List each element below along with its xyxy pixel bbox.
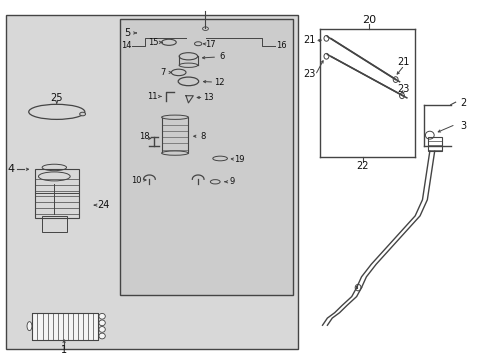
Text: 23: 23 [303,69,315,79]
Text: 7: 7 [160,68,165,77]
Bar [161,117,188,153]
Text: 21: 21 [396,57,408,67]
Text: 1: 1 [61,345,67,355]
Text: 24: 24 [97,200,109,210]
Text: 20: 20 [361,15,375,26]
Text: 8: 8 [200,132,205,141]
Text: 19: 19 [234,155,244,164]
Text: 9: 9 [229,177,234,186]
Ellipse shape [161,151,188,155]
Text: 21: 21 [303,35,315,45]
Text: 2: 2 [459,98,465,108]
Ellipse shape [179,63,197,67]
Text: 13: 13 [202,93,213,102]
Text: 14: 14 [121,41,131,50]
Text: 10: 10 [131,176,141,185]
Ellipse shape [27,321,32,330]
Text: 5: 5 [124,28,130,38]
Text: 23: 23 [396,84,408,94]
Ellipse shape [99,327,105,332]
Ellipse shape [80,112,85,116]
Ellipse shape [99,314,105,319]
Text: 17: 17 [204,40,215,49]
Bar [120,19,293,295]
Text: 6: 6 [220,53,225,62]
Bar [42,216,66,232]
Text: 4: 4 [8,164,15,174]
Text: 18: 18 [139,132,149,141]
Text: 22: 22 [356,161,368,171]
Text: 16: 16 [275,41,286,50]
Ellipse shape [99,320,105,326]
Ellipse shape [99,333,105,339]
Bar [5,15,298,348]
Bar [427,137,442,151]
Text: 15: 15 [148,38,159,47]
Ellipse shape [161,115,188,120]
Bar [35,169,79,218]
Text: 12: 12 [213,78,224,87]
Bar [32,313,98,339]
Text: 3: 3 [459,121,465,131]
Text: 11: 11 [146,92,157,101]
Text: 25: 25 [50,93,63,103]
